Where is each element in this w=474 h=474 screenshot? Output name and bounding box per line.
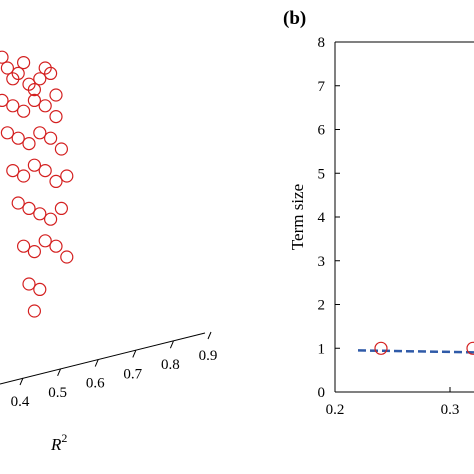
y-axis-ticks: 0 1 2 3 4 5 6 7 8: [318, 35, 340, 401]
x-tick-label-3d: 0.8: [161, 357, 180, 373]
scatter-point-3d: [22, 201, 36, 215]
scatter-point-3d: [27, 82, 42, 97]
y-tick-label: 7: [318, 79, 326, 95]
x-tick-mark-3d: [19, 377, 24, 386]
scatter-point-3d: [60, 169, 74, 183]
data-point: [374, 341, 388, 355]
y-tick-label: 8: [318, 35, 326, 51]
scatter-point-3d: [33, 282, 47, 296]
panel-a-3d-scatter: 0.4 0.5 0.6 0.7 0.8 0.9 R2: [0, 50, 218, 454]
scatter-point-3d: [0, 50, 9, 64]
x-axis-label-3d: R2: [50, 431, 67, 454]
scatter-point-3d: [0, 93, 9, 107]
scatter-point-3d: [27, 93, 42, 108]
scatter-point-3d: [22, 137, 36, 151]
scatter-point-3d: [0, 61, 15, 75]
x-tick-label-3d: 0.7: [123, 366, 142, 382]
x-tick-label-3d: 0.9: [199, 348, 218, 364]
scatter-point-3d: [27, 245, 42, 259]
x-axis-ticks: 0.20.30.4: [326, 387, 460, 418]
data-points: [374, 341, 474, 355]
x-axis-line-3d: [0, 332, 206, 385]
y-tick-label: 4: [318, 210, 326, 226]
y-axis-label: Term size: [288, 184, 307, 250]
y-tick-label: 2: [318, 298, 326, 314]
x-tick-mark-3d: [169, 341, 174, 349]
scatter-point-3d: [49, 174, 63, 188]
y-tick-label: 1: [318, 341, 326, 357]
x-tick-mark-3d: [57, 368, 62, 376]
scatter-point-3d: [54, 142, 69, 156]
data-point: [466, 341, 474, 355]
scatter-point-3d: [60, 250, 74, 264]
scatter-point-3d: [49, 239, 63, 253]
scatter-point-3d: [33, 207, 47, 221]
scatter-point-3d: [6, 99, 20, 113]
x-tick-mark-3d: [132, 350, 137, 358]
scatter-point-3d: [49, 109, 63, 124]
x-axis-ticks-3d: 0.4 0.5 0.6 0.7 0.8 0.9: [11, 331, 218, 410]
y-tick-label: 5: [318, 166, 326, 182]
scatter-point-3d: [38, 234, 52, 248]
scatter-point-3d: [11, 66, 25, 81]
scatter-point-3d: [27, 158, 42, 172]
scatter-point-3d: [33, 126, 47, 140]
x-tick-label: 0.2: [326, 402, 345, 418]
scatter-point-3d: [11, 131, 25, 145]
scatter-point-3d: [38, 164, 52, 178]
scatter-point-3d: [6, 164, 20, 178]
scatter-points-3d: [0, 50, 74, 318]
scatter-point-3d: [54, 201, 69, 215]
scatter-point-3d: [49, 88, 63, 102]
scatter-point-3d: [0, 126, 15, 140]
scatter-point-3d: [43, 66, 58, 81]
scatter-point-3d: [43, 131, 58, 145]
scatter-point-3d: [27, 304, 42, 318]
x-tick-label-3d: 0.6: [86, 376, 105, 392]
scatter-point-3d: [43, 212, 58, 226]
scatter-point-3d: [11, 196, 25, 210]
x-tick-mark-3d: [94, 359, 99, 367]
scatter-point-3d: [17, 55, 31, 70]
scatter-point-3d: [33, 72, 47, 86]
scatter-point-3d: [22, 277, 36, 291]
panel-label-b: (b): [283, 8, 306, 29]
y-tick-label: 6: [318, 123, 326, 139]
x-tick-mark-3d: [207, 331, 212, 340]
x-axis-label-superscript: 2: [61, 431, 67, 445]
y-tick-label: 0: [318, 385, 326, 401]
x-tick-label: 0.3: [441, 402, 460, 418]
scatter-point-3d: [17, 239, 31, 253]
x-tick-label-3d: 0.4: [11, 394, 30, 410]
y-tick-label: 3: [318, 254, 326, 270]
scatter-point-3d: [17, 104, 31, 118]
scatter-point-3d: [38, 99, 52, 113]
x-tick-label-3d: 0.5: [48, 385, 67, 401]
scatter-point-3d: [17, 169, 31, 183]
